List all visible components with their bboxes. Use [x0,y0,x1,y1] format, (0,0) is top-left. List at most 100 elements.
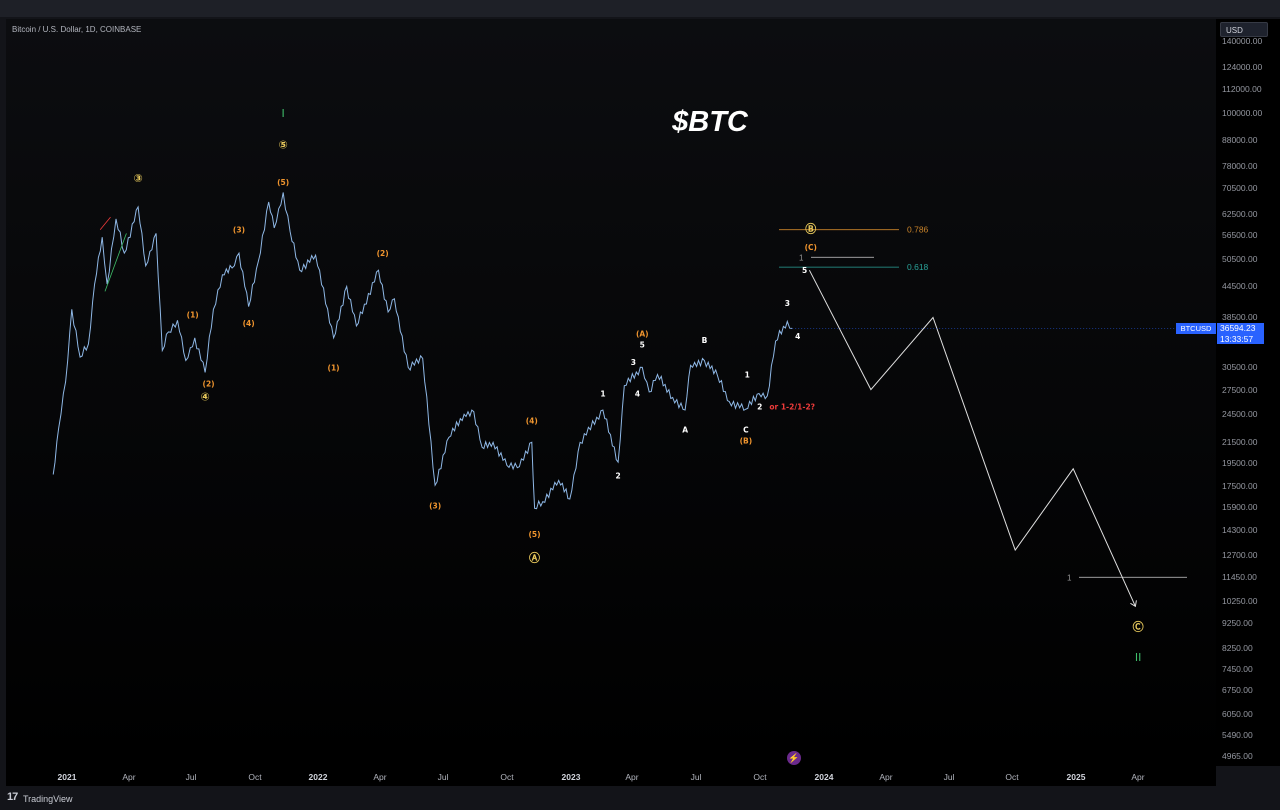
symbol-label[interactable]: Bitcoin / U.S. Dollar, 1D, COINBASE [12,25,142,34]
price-tick: 44500.00 [1222,281,1258,292]
currency-button[interactable]: USD [1220,22,1268,37]
price-tick: 140000.00 [1222,35,1263,46]
time-tick: 2022 [308,772,328,782]
wave-label: A [682,426,688,435]
time-tick: 2023 [561,772,581,782]
price-tick: 100000.00 [1222,108,1263,118]
wave-label: ⑤ [279,138,288,151]
price-tick: 4965.00 [1222,751,1253,762]
wave-label: (5) [277,178,289,187]
wave-label: 4 [795,332,800,341]
wave-label: 2 [757,403,762,412]
degree-marker: II [1135,651,1142,664]
price-tick: 15900.00 [1222,501,1258,512]
footer [0,786,1280,810]
wave-label: 5 [640,341,645,350]
wave-label: ③ [133,172,142,185]
wave-label: (B) [740,436,753,445]
price-series-line [52,192,793,510]
top-strip [0,0,1280,17]
price-tick: 27500.00 [1222,384,1258,395]
projection-arrowhead [1130,600,1137,608]
time-tick: Jul [690,772,702,782]
wave-label: ④ [200,391,209,404]
wave-label: 4 [635,390,640,399]
ticker-badge: BTCUSD [1176,323,1216,334]
projection-path [808,269,1136,607]
price-tick: 70500.00 [1222,182,1258,193]
tradingview-brand[interactable]: TradingView [23,794,73,804]
price-scale[interactable] [1216,19,1280,766]
chart-area[interactable]: 0.786 0.618 1 1 ③ ④ ⑤ (5) (1) (2) (3) (4) (1) (2) (3) (… [6,19,1216,766]
price-tick: 30500.00 [1222,362,1258,373]
time-tick: Apr [122,772,136,782]
wave-label: C [743,426,749,435]
time-tick: Oct [500,772,514,782]
time-tick: Apr [879,772,893,782]
price-tick: 24500.00 [1222,409,1258,420]
price-tick: 50500.00 [1222,254,1258,265]
last-price-value: 36594.23 [1220,323,1256,333]
wave-label: (5) [529,530,541,539]
time-tick: Jul [185,772,197,782]
price-tick: 14300.00 [1222,524,1258,535]
wave-label: (C) [805,243,817,252]
wave-label: Ⓑ [805,222,816,236]
price-tick: 78000.00 [1222,161,1258,172]
bar-countdown: 13:33:57 [1220,333,1254,344]
last-price-box: 36594.23 13:33:57 [1217,323,1264,344]
wave-label: (1) [328,363,340,372]
price-tick: 62500.00 [1222,208,1258,219]
time-tick: Jul [437,772,449,782]
price-tick: 21500.00 [1222,437,1258,448]
time-tick: Oct [753,772,767,782]
time-tick: Oct [248,772,262,782]
time-tick: Apr [1131,772,1145,782]
degree-marker: I [282,107,285,120]
fib-level-label: 0.786 [907,225,929,235]
lightning-icon[interactable]: ⚡ [787,751,801,765]
wave-label: Ⓐ [529,550,540,564]
price-tick: 17500.00 [1222,481,1258,492]
price-tick: 11450.00 [1222,572,1257,583]
price-tick: 10250.00 [1222,596,1258,606]
wave-label: or 1-2/1-2? [769,403,815,412]
wave-label: (4) [243,319,255,328]
price-tick: 5490.00 [1222,729,1253,740]
time-tick: 2021 [57,772,77,782]
tradingview-logo-icon[interactable]: 17 [7,791,20,803]
price-tick: 38500.00 [1222,312,1258,323]
time-tick: 2024 [814,772,834,782]
wave-label: (A) [636,330,649,339]
wave-label: (2) [377,249,389,258]
price-tick: 6050.00 [1222,708,1253,719]
time-tick: Oct [1005,772,1019,782]
time-tick: Apr [625,772,639,782]
wave-label: (4) [526,417,538,426]
price-tick: 112000.00 [1222,83,1262,94]
price-tick: 12700.00 [1222,550,1258,561]
price-tick: 6750.00 [1222,685,1253,696]
wave-label: (3) [233,226,245,235]
price-tick: 19500.00 [1222,458,1258,469]
target-line-label: 1 [799,253,804,262]
trendline-red [99,216,111,230]
wave-label: 3 [785,299,790,308]
price-tick: 124000.00 [1222,61,1263,72]
wave-label: 1 [745,371,750,380]
time-tick: Jul [943,772,955,782]
chart-title: $BTC [672,106,748,138]
time-tick: Apr [373,772,387,782]
price-tick: 9250.00 [1222,617,1253,628]
trendline-green [104,233,127,292]
wave-label: (2) [203,379,215,388]
chart-plot[interactable]: 0.786 0.618 1 1 ③ ④ ⑤ (5) (1) (2) (3) (4) (1) (2) (3) (… [6,19,1216,766]
wave-label: B [702,336,708,345]
wave-label: (1) [187,311,199,320]
tradingview-mark: 17 [7,791,18,803]
wave-label: 3 [631,358,636,367]
time-scale[interactable] [6,766,1216,786]
price-tick: 7450.00 [1222,664,1253,675]
wave-label: 1 [600,390,605,399]
price-tick: 8250.00 [1222,642,1253,653]
